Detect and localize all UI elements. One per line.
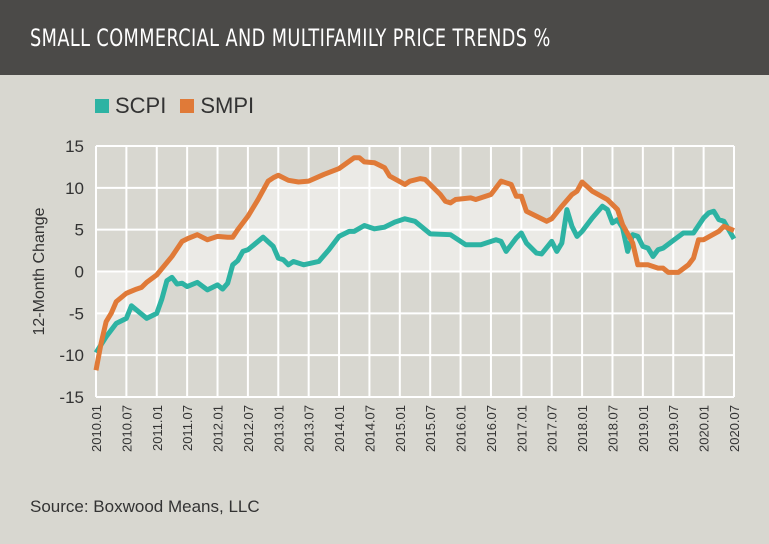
y-tick-label: 5 — [75, 221, 84, 240]
x-tick-label: 2010.01 — [89, 405, 104, 452]
series-line-scpi — [93, 203, 737, 354]
x-tick-label: 2011.07 — [180, 405, 195, 451]
x-tick-label: 2020.07 — [727, 405, 742, 452]
x-tick-label: 2018.07 — [605, 405, 620, 452]
x-tick-label: 2012.01 — [211, 405, 226, 452]
y-tick-label: -10 — [59, 346, 84, 365]
legend-swatch-scpi — [95, 99, 109, 113]
x-tick-label: 2014.07 — [362, 405, 377, 452]
x-tick-label: 2018.01 — [575, 405, 590, 452]
x-tick-label: 2013.07 — [302, 405, 317, 452]
x-tick-label: 2013.01 — [271, 405, 286, 452]
x-tick-label: 2016.01 — [454, 405, 469, 452]
series-line-smpi — [93, 155, 735, 371]
x-tick-label: 2015.07 — [423, 405, 438, 452]
y-tick-label: -5 — [69, 304, 84, 323]
x-tick-label: 2017.07 — [545, 405, 560, 452]
legend-item-scpi: SCPI — [95, 93, 166, 119]
x-tick-label: 2015.01 — [393, 405, 408, 452]
x-tick-label: 2014.01 — [332, 405, 347, 452]
x-tick-label: 2020.01 — [697, 405, 712, 452]
x-tick-label: 2019.01 — [636, 405, 651, 452]
x-tick-label: 2011.01 — [150, 405, 165, 451]
x-tick-label: 2010.07 — [119, 405, 134, 452]
y-tick-label: 15 — [65, 137, 84, 156]
legend-label-smpi: SMPI — [200, 93, 255, 118]
legend-swatch-smpi — [180, 99, 195, 113]
area-fill-smpi — [96, 157, 734, 371]
y-tick-label: 0 — [75, 263, 84, 282]
y-tick-label: 10 — [65, 179, 84, 198]
x-tick-label: 2019.07 — [666, 405, 681, 452]
x-tick-label: 2017.01 — [514, 405, 529, 452]
y-tick-label: -15 — [59, 388, 84, 407]
x-tick-label: 2012.07 — [241, 405, 256, 452]
x-tick-label: 2016.07 — [484, 405, 499, 452]
y-axis-label: 12-Month Change — [31, 207, 48, 335]
title-bar: SMALL COMMERCIAL AND MULTIFAMILY PRICE T… — [0, 0, 769, 75]
chart-title: SMALL COMMERCIAL AND MULTIFAMILY PRICE T… — [30, 24, 551, 52]
legend-item-smpi: SMPI — [180, 93, 254, 119]
legend-label-scpi: SCPI — [115, 93, 167, 118]
legend: SCPI SMPI — [95, 93, 254, 119]
source-note: Source: Boxwood Means, LLC — [30, 497, 260, 516]
